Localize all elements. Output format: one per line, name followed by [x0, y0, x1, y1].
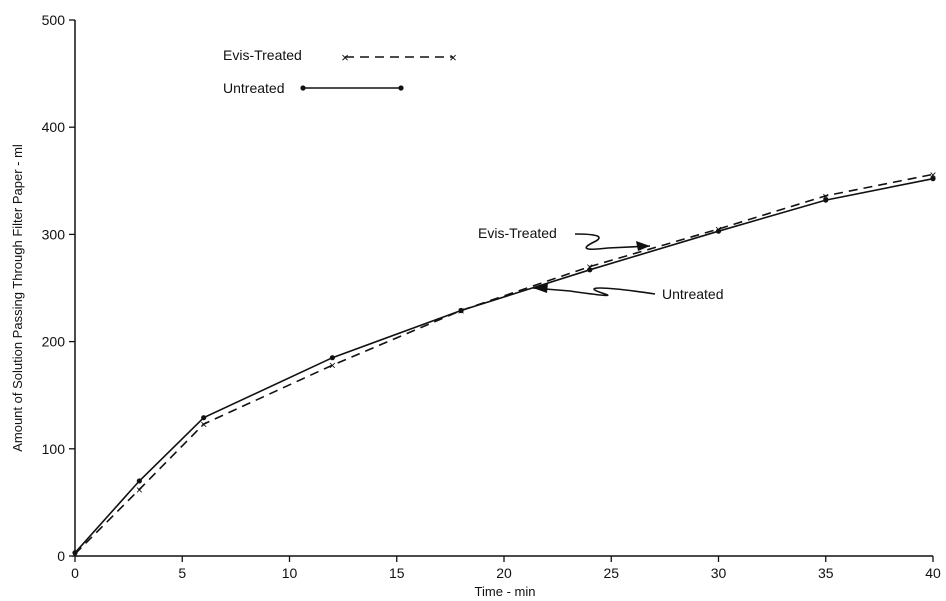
y-tick-label: 0: [57, 548, 65, 564]
x-tick-label: 10: [282, 565, 298, 581]
annotation-untreated: Untreated: [532, 283, 723, 302]
data-point-untreated: [72, 550, 78, 556]
data-point-untreated: [458, 307, 464, 314]
data-point-untreated: [715, 228, 722, 234]
x-tick-label: 0: [71, 565, 79, 581]
legend: Evis-Treated × × Untreated: [223, 47, 457, 96]
series-layer: ×××××××××: [71, 168, 936, 561]
data-point-untreated: [930, 176, 936, 182]
series-line-evis-treated: [74, 173, 934, 555]
data-point-untreated: [823, 197, 829, 203]
data-point-untreated: [587, 267, 593, 273]
legend-label-untreated: Untreated: [223, 80, 284, 96]
annotation-arrow-evis-treated: [574, 233, 651, 250]
legend-marker-evis-treated-start: ×: [341, 50, 349, 65]
x-tick-label: 40: [925, 565, 941, 581]
annotation-arrowhead-evis-treated: [636, 241, 650, 251]
x-axis-title: Time - min: [475, 584, 536, 599]
legend-marker-untreated-end: [398, 85, 404, 91]
data-point-evis-treated: ×: [329, 359, 336, 373]
data-point-untreated: [136, 478, 142, 484]
data-point-evis-treated: ×: [200, 418, 207, 432]
y-axis-title: Amount of Solution Passing Through Filte…: [10, 144, 25, 452]
y-tick-label: 500: [42, 12, 66, 28]
data-point-evis-treated: ×: [822, 189, 829, 203]
annotation-arrowhead-untreated: [533, 283, 548, 293]
x-tick-label: 30: [711, 565, 727, 581]
annotation-label-evis-treated: Evis-Treated: [478, 225, 557, 241]
y-tick-label: 100: [42, 441, 66, 457]
legend-label-evis-treated: Evis-Treated: [223, 47, 302, 63]
data-point-evis-treated: ×: [136, 483, 143, 497]
legend-marker-untreated-start: [300, 85, 306, 91]
legend-marker-evis-treated-end: ×: [449, 50, 457, 65]
x-tick-label: 25: [603, 565, 619, 581]
y-tick-label: 300: [42, 226, 66, 242]
data-point-untreated: [329, 355, 335, 361]
annotation-arrow-untreated: [532, 287, 656, 297]
annotation-label-untreated: Untreated: [662, 286, 723, 302]
y-tick-label: 400: [42, 119, 66, 135]
annotation-evis-treated: Evis-Treated: [478, 225, 651, 251]
y-tick-label: 200: [42, 334, 66, 350]
axes: [74, 20, 933, 557]
data-point-evis-treated: ×: [586, 260, 593, 274]
y-axis-ticks: 0 100 200 300 400 500: [42, 12, 75, 564]
x-tick-label: 5: [178, 565, 186, 581]
x-tick-label: 20: [496, 565, 512, 581]
x-tick-label: 15: [389, 565, 405, 581]
x-axis-ticks: 0 5 10 15 20 25 30 35 40: [71, 556, 941, 581]
x-tick-label: 35: [818, 565, 834, 581]
data-point-untreated: [201, 415, 207, 421]
data-point-evis-treated: ×: [929, 168, 936, 182]
